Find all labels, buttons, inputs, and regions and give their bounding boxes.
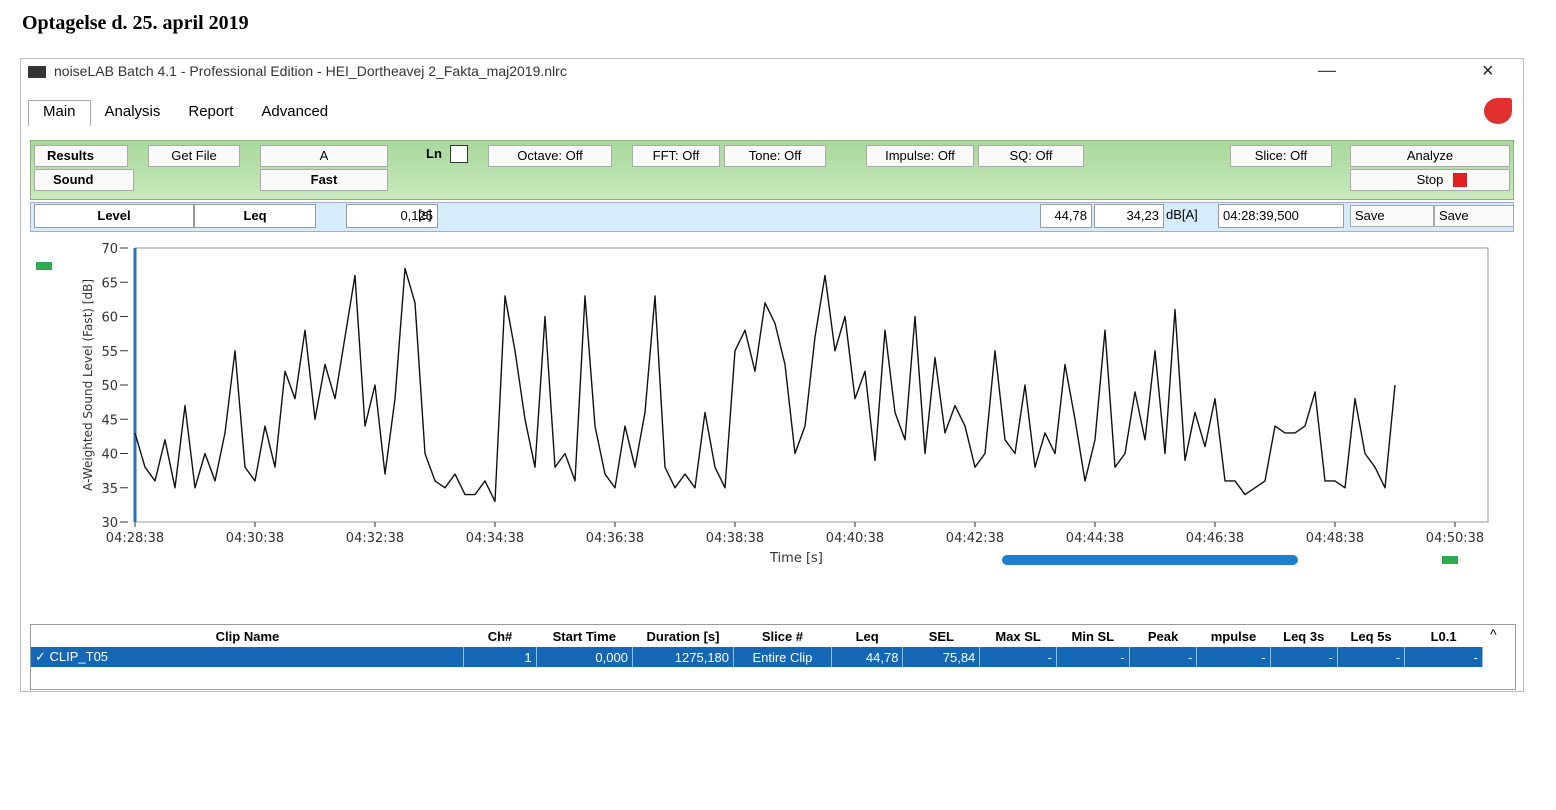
- table-cell: 0,000: [536, 647, 633, 667]
- marker-green: [1442, 556, 1458, 564]
- clip-table: Clip Name Ch# Start Time Duration [s] Slice …: [31, 625, 1483, 667]
- column-header: L0.1: [1430, 628, 1457, 644]
- sound-button[interactable]: Sound: [34, 169, 134, 191]
- column-header: Start Time: [552, 628, 616, 644]
- column-header: Peak: [1147, 628, 1179, 644]
- get-file-button[interactable]: Get File: [148, 145, 240, 167]
- y-tick-label: 50: [101, 379, 118, 394]
- minimize[interactable]: —: [1318, 60, 1336, 80]
- level-value-1: 44,78: [1040, 204, 1092, 228]
- close[interactable]: ×: [1482, 60, 1494, 82]
- column-header: mpulse: [1210, 628, 1257, 644]
- table-cell: -: [1056, 647, 1130, 667]
- scroll-up[interactable]: ^: [1490, 626, 1497, 642]
- x-tick-label: 04:40:38: [826, 531, 884, 546]
- level-unit: dB[A]: [1166, 207, 1198, 222]
- level-label: Level: [34, 204, 194, 228]
- leq-label: Leq: [194, 204, 316, 228]
- cursor-time: 04:28:39,500: [1218, 204, 1344, 228]
- results-button[interactable]: Results: [34, 145, 128, 167]
- y-tick-label: 60: [101, 311, 118, 326]
- y-axis-label: A-Weighted Sound Level (Fast) [dB]: [81, 279, 95, 491]
- table-cell: -: [1129, 647, 1198, 667]
- table-cell: Entire Clip: [733, 647, 832, 667]
- fft-button[interactable]: FFT: Off: [632, 145, 720, 167]
- table-cell: -: [1337, 647, 1406, 667]
- table-cell: 1: [463, 647, 537, 667]
- column-header: Leq: [855, 628, 879, 644]
- interval-unit: [s]: [418, 207, 432, 222]
- table-cell: -: [1196, 647, 1271, 667]
- table-cell: -: [979, 647, 1057, 667]
- x-tick-label: 04:38:38: [706, 531, 764, 546]
- y-tick-label: 45: [101, 413, 118, 428]
- x-tick-label: 04:34:38: [466, 531, 524, 546]
- scrollbar[interactable]: [1002, 555, 1298, 565]
- x-tick-label: 04:32:38: [346, 531, 404, 546]
- stop-icon: [1453, 173, 1467, 187]
- x-tick-label: 04:42:38: [946, 531, 1004, 546]
- tab[interactable]: Report: [188, 103, 234, 120]
- app-icon: [28, 66, 46, 78]
- tab[interactable]: Analysis: [104, 103, 161, 120]
- logo: [1484, 98, 1512, 124]
- y-tick-label: 55: [101, 345, 118, 360]
- column-header: Slice #: [761, 628, 804, 644]
- analyze-button[interactable]: Analyze: [1350, 145, 1510, 167]
- chart: 30 35 40 45 50 55 60 65 70 04:28:38 04:30:38 04:32:…: [81, 242, 1489, 566]
- table-row[interactable]: ✓ CLIP_T05 1 0,000 1275,180 Entire Clip 44,78…: [31, 647, 1483, 667]
- y-tick-label: 40: [101, 448, 118, 463]
- y-tick-label: 65: [101, 276, 118, 291]
- column-header: Min SL: [1071, 628, 1115, 644]
- y-tick-label: 70: [101, 242, 118, 257]
- column-header: Leq 3s: [1283, 628, 1325, 644]
- window-title: noiseLAB Batch 4.1 - Professional Editio…: [54, 63, 567, 79]
- column-header: Leq 5s: [1350, 628, 1392, 644]
- slice-button[interactable]: Slice: Off: [1230, 145, 1332, 167]
- x-tick-label: 04:28:38: [106, 531, 164, 546]
- column-header: Duration [s]: [646, 628, 720, 644]
- x-tick-label: 04:50:38: [1426, 531, 1484, 546]
- sq-button[interactable]: SQ: Off: [978, 145, 1084, 167]
- column-header: Clip Name: [215, 628, 280, 644]
- tab[interactable]: Main: [28, 100, 91, 126]
- y-tick-label: 35: [101, 482, 118, 497]
- save-table-button[interactable]: Save: [1350, 205, 1434, 227]
- tone-button[interactable]: Tone: Off: [724, 145, 826, 167]
- x-axis-label: Time [s]: [769, 551, 823, 566]
- impulse-button[interactable]: Impulse: Off: [866, 145, 974, 167]
- x-tick-label: 04:36:38: [586, 531, 644, 546]
- octave-button[interactable]: Octave: Off: [488, 145, 612, 167]
- column-header: Max SL: [995, 628, 1041, 644]
- table-cell: ✓ CLIP_T05: [31, 647, 465, 667]
- ln-label: Ln: [426, 146, 442, 161]
- y-tick-label: 30: [101, 516, 118, 531]
- ln-checkbox[interactable]: [450, 145, 468, 163]
- stop-button[interactable]: Stop: [1350, 169, 1510, 191]
- x-tick-label: 04:30:38: [226, 531, 284, 546]
- heading: Optagelse d. 25. april 2019: [22, 12, 249, 34]
- tab[interactable]: Advanced: [261, 103, 329, 120]
- tab-bar: Main Analysis Report Advanced: [28, 100, 342, 126]
- table-cell: 1275,180: [632, 647, 735, 667]
- weighting[interactable]: A: [260, 145, 388, 167]
- x-tick-label: 04:44:38: [1066, 531, 1124, 546]
- table-cell: -: [1404, 647, 1483, 667]
- column-header: Ch#: [487, 628, 513, 644]
- save-chart-button[interactable]: Save: [1434, 205, 1514, 227]
- time-weighting[interactable]: Fast: [260, 169, 388, 191]
- x-tick-label: 04:48:38: [1306, 531, 1364, 546]
- table-cell: -: [1270, 647, 1338, 667]
- table-header: Clip Name Ch# Start Time Duration [s] Slice …: [31, 625, 1483, 647]
- sound-level-line: [134, 267, 1396, 503]
- marker-green: [36, 262, 52, 270]
- column-header: SEL: [928, 628, 955, 644]
- interval-value[interactable]: 0,125: [346, 204, 438, 228]
- table-cell: 75,84: [902, 647, 981, 667]
- table-cell: 44,78: [831, 647, 904, 667]
- plot-frame: [134, 247, 1489, 523]
- x-tick-label: 04:46:38: [1186, 531, 1244, 546]
- level-value-2: 34,23: [1094, 204, 1164, 228]
